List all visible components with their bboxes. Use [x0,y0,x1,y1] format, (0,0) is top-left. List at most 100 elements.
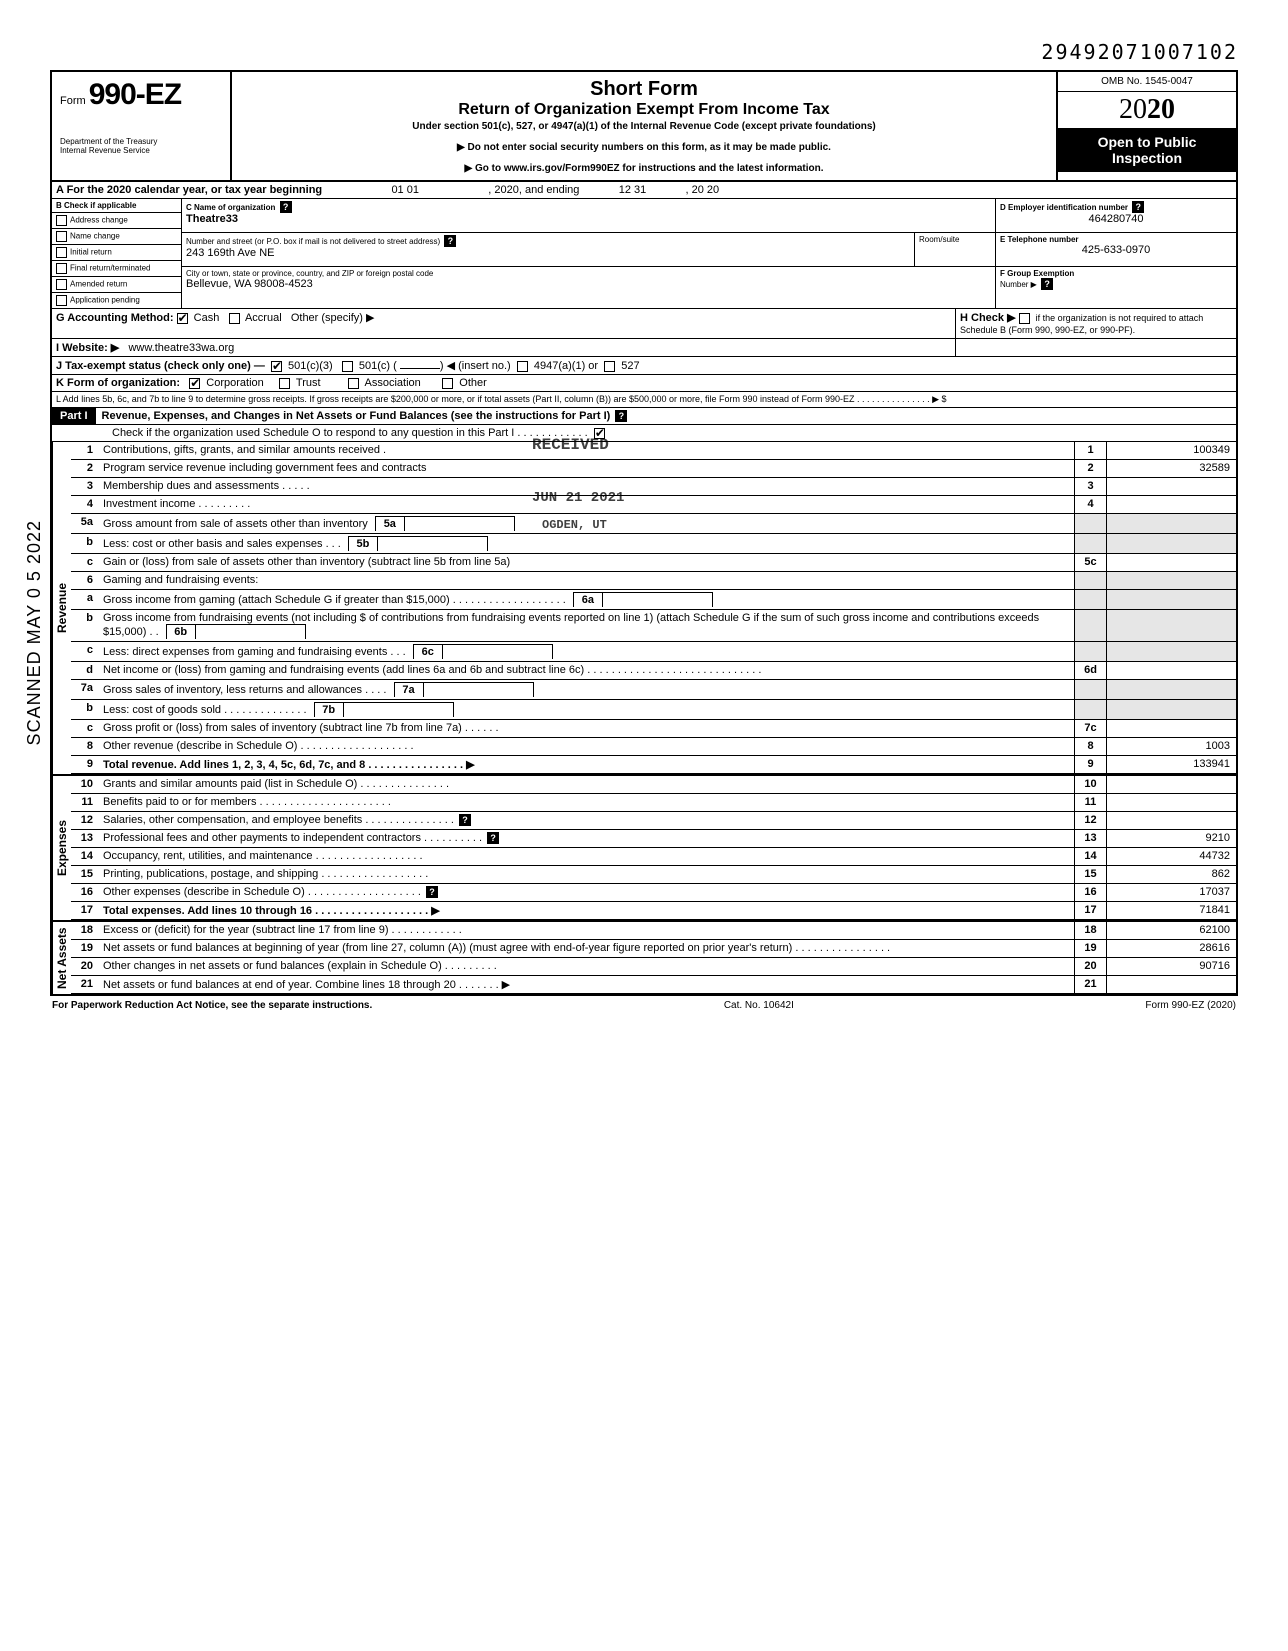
k-corp: Corporation [206,377,263,389]
footer-cat: Cat. No. 10642I [724,1000,794,1011]
open-to-public: Open to PublicInspection [1058,128,1236,172]
help-icon: ? [615,410,627,422]
tax-year: 2020 [1058,92,1236,128]
line-18: 18Excess or (deficit) for the year (subt… [71,922,1236,940]
footer-left: For Paperwork Reduction Act Notice, see … [52,1000,372,1011]
j-insert: ) ◀ (insert no.) [440,360,511,372]
e-phone: 425-633-0970 [1000,244,1232,256]
form-number: 990-EZ [89,78,181,111]
c-city: Bellevue, WA 98008-4523 [186,278,991,290]
line-10: 10Grants and similar amounts paid (list … [71,776,1236,794]
j-501c-checkbox[interactable] [342,361,353,372]
note-ssn: ▶ Do not enter social security numbers o… [242,142,1046,153]
stamp-date: JUN 21 2021 [532,490,624,506]
row-l: L Add lines 5b, 6c, and 7b to line 9 to … [52,392,1236,408]
row-a: A For the 2020 calendar year, or tax yea… [52,182,1236,199]
g-label: G Accounting Method: [56,312,174,324]
j-501c: 501(c) ( [359,360,397,372]
help-icon: ? [444,235,456,247]
side-netassets: Net Assets [52,922,71,994]
g-accrual-checkbox[interactable] [229,313,240,324]
i-label: I Website: ▶ [56,342,119,354]
j-label: J Tax-exempt status (check only one) — [56,360,265,372]
block-b-f: B Check if applicable Address change Nam… [52,199,1236,309]
part-i-check: Check if the organization used Schedule … [52,425,1236,441]
line-a-mid: , 2020, and ending [488,184,579,196]
header-row: Form 990-EZ Department of the Treasury I… [52,72,1236,182]
j-4947: 4947(a)(1) or [534,360,598,372]
j-4947-checkbox[interactable] [517,361,528,372]
help-icon: ? [1041,278,1053,290]
g-cash-checkbox[interactable] [177,313,188,324]
help-icon: ? [1132,201,1144,213]
part-i-check-row: Check if the organization used Schedule … [52,425,1236,442]
header-mid: Short Form Return of Organization Exempt… [232,72,1056,180]
dln: 29492071007102 [50,40,1238,64]
c-name: Theatre33 [186,213,991,225]
stamp-ogden: OGDEN, UT [542,518,607,532]
revenue-block: Revenue 1Contributions, gifts, grants, a… [52,442,1236,776]
j-527-checkbox[interactable] [604,361,615,372]
k-trust-checkbox[interactable] [279,378,290,389]
b-amend: Amended return [52,277,181,293]
line-11: 11Benefits paid to or for members . . . … [71,794,1236,812]
scanned-stamp: SCANNED MAY 0 5 2022 [24,520,45,745]
omb-number: OMB No. 1545-0047 [1058,72,1236,92]
line-7a: 7aGross sales of inventory, less returns… [71,680,1236,700]
d-ein: 464280740 [1000,213,1232,225]
c-room-label: Room/suite [919,235,991,244]
note-url: ▶ Go to www.irs.gov/Form990EZ for instru… [242,163,1046,174]
b-name: Name change [52,229,181,245]
line-16: 16Other expenses (describe in Schedule O… [71,884,1236,902]
line-12: 12Salaries, other compensation, and empl… [71,812,1236,830]
line-c: cGross profit or (loss) from sales of in… [71,720,1236,738]
line-b: bLess: cost of goods sold . . . . . . . … [71,700,1236,720]
line-8: 8Other revenue (describe in Schedule O) … [71,738,1236,756]
b-label: B Check if applicable [52,199,181,213]
k-assoc-checkbox[interactable] [348,378,359,389]
line-15: 15Printing, publications, postage, and s… [71,866,1236,884]
part-i-header: Part I Revenue, Expenses, and Changes in… [52,408,1236,425]
i-website: www.theatre33wa.org [128,342,234,354]
line-b: bLess: cost or other basis and sales exp… [71,534,1236,554]
row-g-h: G Accounting Method: Cash Accrual Other … [52,309,1236,339]
stamp-received: RECEIVED [532,436,609,454]
line-6: 6Gaming and fundraising events: [71,572,1236,590]
line-a: aGross income from gaming (attach Schedu… [71,590,1236,610]
d-label: D Employer identification number [1000,203,1128,212]
dept-line2: Internal Revenue Service [60,147,222,156]
line-a-begin: 01 01 [325,184,485,196]
l-text: L Add lines 5b, 6c, and 7b to line 9 to … [52,392,1236,407]
f-label: F Group Exemption [1000,269,1232,278]
row-j: J Tax-exempt status (check only one) — 5… [52,357,1236,375]
row-i: I Website: ▶ www.theatre33wa.org [52,339,1236,357]
line-19: 19Net assets or fund balances at beginni… [71,940,1236,958]
line-9: 9Total revenue. Add lines 1, 2, 3, 4, 5c… [71,756,1236,774]
k-other-checkbox[interactable] [442,378,453,389]
subtitle: Under section 501(c), 527, or 4947(a)(1)… [242,121,1046,132]
h-checkbox[interactable] [1019,313,1030,324]
footer-form: Form 990-EZ (2020) [1145,1000,1236,1011]
k-corp-checkbox[interactable] [189,378,200,389]
k-trust: Trust [296,377,321,389]
j-501c3: 501(c)(3) [288,360,333,372]
line-21: 21Net assets or fund balances at end of … [71,976,1236,994]
form-label: Form [60,95,86,107]
line-a-label: A For the 2020 calendar year, or tax yea… [56,184,322,196]
c-city-label: City or town, state or province, country… [186,269,991,278]
line-d: dNet income or (loss) from gaming and fu… [71,662,1236,680]
c-label: C Name of organization [186,203,275,212]
j-501c3-checkbox[interactable] [271,361,282,372]
expenses-block: Expenses 10Grants and similar amounts pa… [52,776,1236,922]
title-short-form: Short Form [242,78,1046,101]
part-i-badge: Part I [52,408,96,424]
k-label: K Form of organization: [56,377,180,389]
side-revenue: Revenue [52,442,71,774]
line-4: 4Investment income . . . . . . . . .4 [71,496,1236,514]
line-1: 1Contributions, gifts, grants, and simil… [71,442,1236,460]
h-text-cont [956,339,1236,356]
line-a-end-year: , 20 20 [686,184,720,196]
line-13: 13Professional fees and other payments t… [71,830,1236,848]
k-assoc: Association [365,377,421,389]
row-k: K Form of organization: Corporation Trus… [52,375,1236,392]
